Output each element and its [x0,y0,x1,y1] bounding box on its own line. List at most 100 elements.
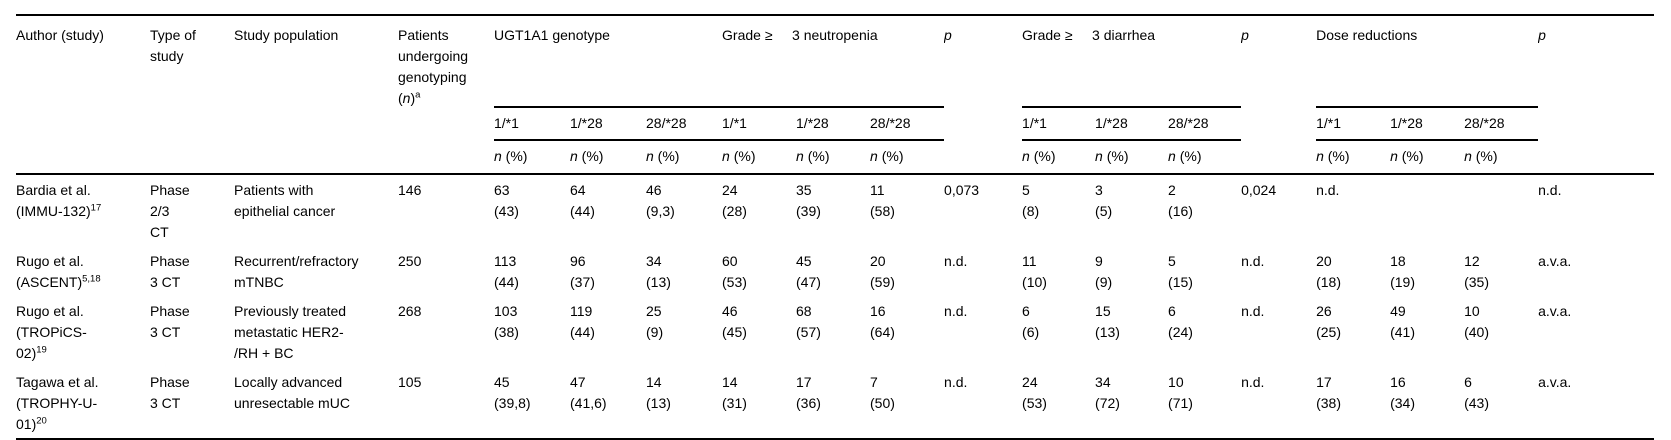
cell-diarrhea-1-28: 9 (9) [1095,253,1113,290]
cell-p-neutropenia: n.d. [944,303,968,319]
cell-neutropenia-28-28: 11 (58) [870,182,895,219]
cell-patients-n: 105 [398,374,422,390]
cell-p-dose: a.v.a. [1538,374,1572,390]
cell-dose-28-28: 12 (35) [1464,253,1489,290]
cell-neutropenia-1-28: 45 (47) [796,253,821,290]
cell-ugt-1-28: 119 (44) [570,303,595,340]
reference-superscript: 19 [36,344,47,356]
cell-p-dose: a.v.a. [1538,253,1572,269]
cell-patients-n: 268 [398,303,422,319]
patients-n-notation: (n)a [398,89,421,106]
n-pct-label: n (%) [1316,140,1391,175]
cell-ugt-28-28: 25 (9) [646,303,664,340]
cell-p-dose: n.d. [1538,182,1562,198]
study-table: Author (study) Type of study Study popul… [16,14,1655,440]
genotype-label: 1/*28 [1095,107,1169,141]
patients-n-symbol: n [402,90,411,106]
cell-study-type: Phase 3 CT [150,303,190,340]
cell-ugt-28-28: 34 (13) [646,253,671,290]
grade-prefix: Grade ≥ [1022,27,1073,43]
group-header-ugt1a1-genotype: UGT1A1 genotype [494,15,723,108]
n-pct-label: n (%) [570,140,646,175]
reference-superscript: 20 [36,415,47,427]
cell-p-diarrhea: 0,024 [1241,182,1277,198]
cell-p-diarrhea: n.d. [1241,374,1265,390]
cell-dose-28-28 [1464,174,1538,246]
cell-neutropenia-28-28: 16 (64) [870,303,895,340]
cell-diarrhea-28-28: 10 (71) [1168,374,1193,411]
cell-neutropenia-1-1: 60 (53) [722,253,747,290]
genotype-label: 1/*1 [1316,107,1391,141]
n-pct-label: n (%) [494,140,570,175]
cell-ugt-1-1: 63 (43) [494,182,519,219]
cell-ugt-1-1: 113 (44) [494,253,519,290]
patients-header-text: Patients undergoing genotyping [398,27,469,85]
group-header-grade3-neutropenia: Grade ≥ 3 neutropenia [722,15,945,108]
cell-neutropenia-1-28: 68 (57) [796,303,821,340]
genotype-label: 1/*1 [1022,107,1096,141]
col-header-author: Author (study) [16,15,150,175]
cell-p-neutropenia: n.d. [944,253,968,269]
n-pct-label: n (%) [722,140,797,175]
cell-ugt-1-1: 45 (39,8) [494,374,531,411]
cell-author: Rugo et al. (TROPiCS- 02)19 [16,303,87,361]
cell-population: Patients with epithelial cancer [234,182,336,219]
cell-study-type: Phase 3 CT [150,374,190,411]
cell-p-neutropenia: 0,073 [944,182,980,198]
n-pct-label: n (%) [796,140,871,175]
col-header-type-of-study: Type of study [150,15,234,175]
cell-population: Locally advanced unresectable mUC [234,374,350,411]
cell-study-type: Phase 2/3 CT [150,182,190,240]
diarrhea-label: 3 diarrhea [1092,27,1156,43]
col-header-p-dose: p [1538,15,1655,175]
cell-dose-1-1: 20 (18) [1316,253,1341,290]
genotype-label: 1/*28 [570,107,646,141]
col-header-study-population: Study population [234,15,398,175]
n-pct-label: n (%) [1390,140,1465,175]
genotype-label: 28/*28 [1464,107,1539,141]
cell-diarrhea-1-28: 3 (5) [1095,182,1113,219]
n-pct-label: n (%) [870,140,945,175]
cell-diarrhea-1-1: 11 (10) [1022,253,1047,290]
grade-prefix: Grade ≥ [722,27,773,43]
cell-p-diarrhea: n.d. [1241,303,1265,319]
cell-population: Previously treated metastatic HER2- /RH … [234,303,347,361]
n-pct-label: n (%) [1464,140,1539,175]
footnote-marker-a: a [415,89,421,101]
cell-p-diarrhea: n.d. [1241,253,1265,269]
n-pct-label: n (%) [1022,140,1096,175]
cell-dose-28-28: 6 (43) [1464,374,1489,411]
cell-neutropenia-1-28: 17 (36) [796,374,821,411]
cell-dose-1-1: n.d. [1316,182,1340,198]
col-header-patients-genotyped: Patients undergoing genotyping (n)a [398,15,494,175]
cell-neutropenia-28-28: 7 (50) [870,374,895,411]
cell-diarrhea-28-28: 2 (16) [1168,182,1193,219]
cell-dose-1-1: 26 (25) [1316,303,1341,340]
cell-ugt-1-28: 64 (44) [570,182,595,219]
cell-ugt-1-28: 47 (41,6) [570,374,607,411]
col-header-p-diarrhea: p [1241,15,1317,175]
reference-superscript: 17 [90,202,102,214]
group-header-grade3-diarrhea: Grade ≥ 3 diarrhea [1022,15,1242,108]
genotype-label: 1/*1 [722,107,797,141]
cell-patients-n: 146 [398,182,422,198]
cell-study-type: Phase 3 CT [150,253,190,290]
cell-neutropenia-1-1: 14 (31) [722,374,747,411]
n-pct-label: n (%) [646,140,723,175]
cell-patients-n: 250 [398,253,422,269]
genotype-label: 1/*28 [796,107,871,141]
cell-p-dose: a.v.a. [1538,303,1572,319]
cell-neutropenia-1-1: 24 (28) [722,182,747,219]
n-pct-label: n (%) [1095,140,1169,175]
cell-diarrhea-1-28: 15 (13) [1095,303,1120,340]
cell-neutropenia-28-28: 20 (59) [870,253,895,290]
cell-p-neutropenia: n.d. [944,374,968,390]
cell-ugt-28-28: 46 (9,3) [646,182,675,219]
genotype-label: 28/*28 [646,107,723,141]
cell-neutropenia-1-28: 35 (39) [796,182,821,219]
cell-ugt-1-28: 96 (37) [570,253,595,290]
cell-dose-1-28 [1390,174,1464,246]
genotype-label: 1/*1 [494,107,570,141]
cell-diarrhea-28-28: 6 (24) [1168,303,1193,340]
